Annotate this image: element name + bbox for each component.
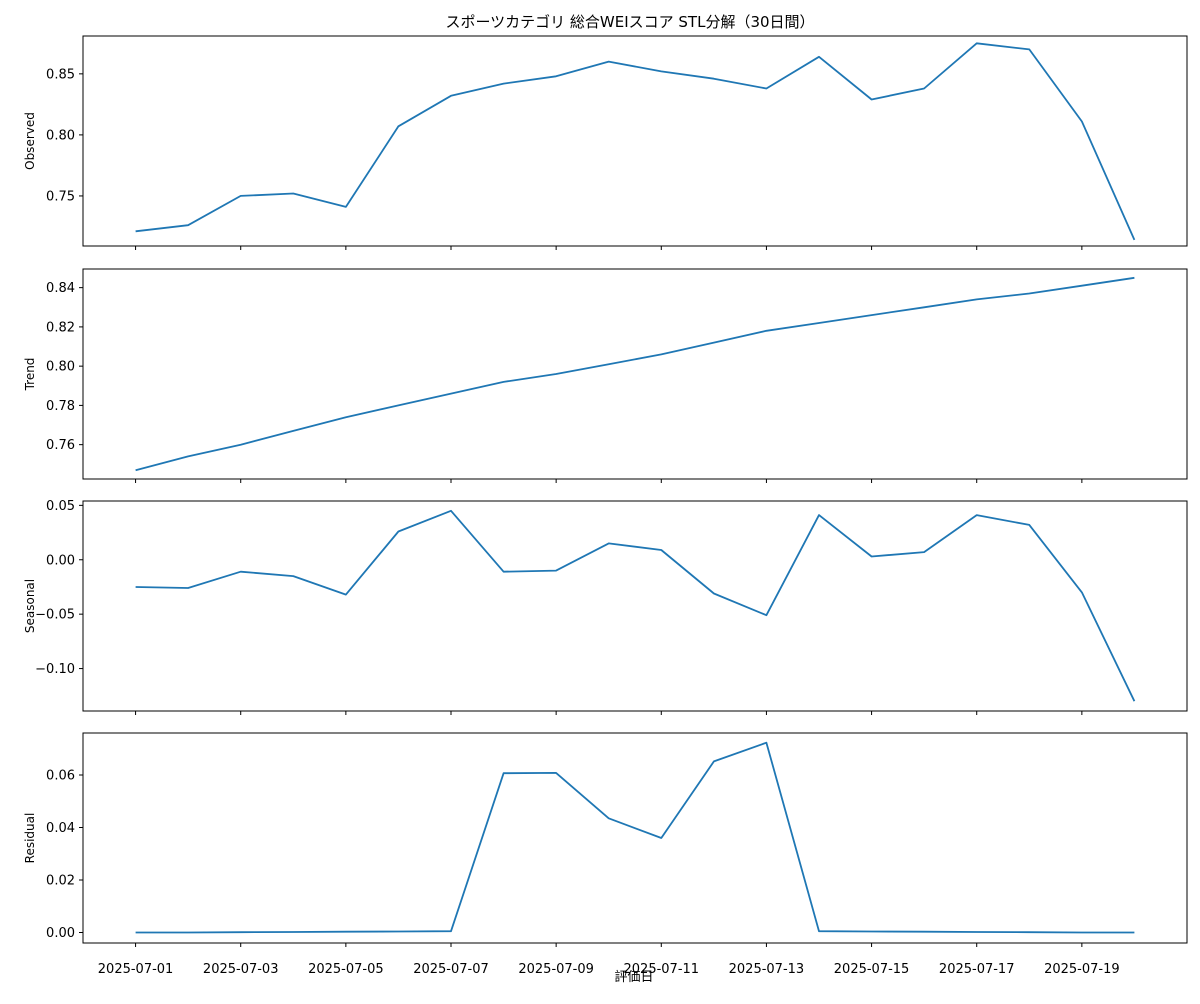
y-axis-label: Observed [23,112,37,170]
y-tick-label: 0.00 [46,926,75,941]
series-line-residual [136,743,1135,933]
y-tick-label: 0.75 [46,189,75,204]
x-axis-label: 評価日 [614,970,653,985]
x-tick-label: 2025-07-09 [518,962,594,977]
panel-frame [83,269,1187,479]
y-tick-label: 0.06 [46,769,75,784]
series-line-seasonal [136,511,1135,701]
y-tick-label: 0.04 [46,821,75,836]
panel-observed: Observed 0.75 0.80 0.85 [23,36,1187,250]
series-line-observed [136,43,1135,240]
x-tick-label: 2025-07-05 [308,962,384,977]
x-tick-label: 2025-07-03 [203,962,279,977]
y-tick-label: 0.80 [46,360,75,375]
x-tick-label: 2025-07-15 [834,962,910,977]
panel-frame [83,501,1187,711]
y-tick-label: 0.80 [46,128,75,143]
y-axis-label: Seasonal [23,579,37,633]
chart-title: スポーツカテゴリ 総合WEIスコア STL分解（30日間） [445,13,814,31]
panel-trend: Trend 0.76 0.78 0.80 0.82 0.84 [23,269,1187,483]
y-tick-label: 0.05 [46,499,75,514]
x-tick-label: 2025-07-07 [413,962,489,977]
panels-group: Observed 0.75 0.80 0.85 Trend 0.76 0.78 0.80 0.8… [23,36,1187,977]
y-tick-label: −0.05 [35,608,75,623]
x-tick-label: 2025-07-13 [729,962,805,977]
y-tick-label: 0.78 [46,399,75,414]
x-tick-label: 2025-07-17 [939,962,1015,977]
y-axis-label: Trend [23,358,37,392]
panel-frame [83,733,1187,943]
y-tick-label: 0.02 [46,874,75,889]
panel-seasonal: Seasonal −0.10 −0.05 0.00 0.05 [23,499,1187,715]
x-tick-label: 2025-07-19 [1044,962,1120,977]
y-tick-label: 0.82 [46,320,75,335]
x-tick-label: 2025-07-01 [98,962,174,977]
y-tick-label: −0.10 [35,662,75,677]
y-tick-label: 0.84 [46,281,75,296]
y-tick-label: 0.85 [46,67,75,82]
y-axis-label: Residual [23,813,37,864]
series-line-trend [136,278,1135,470]
panel-frame [83,36,1187,246]
y-tick-label: 0.00 [46,553,75,568]
panel-residual: Residual 0.00 0.02 0.04 0.06 2025-07-01 2025-0… [23,733,1187,977]
y-tick-label: 0.76 [46,438,75,453]
